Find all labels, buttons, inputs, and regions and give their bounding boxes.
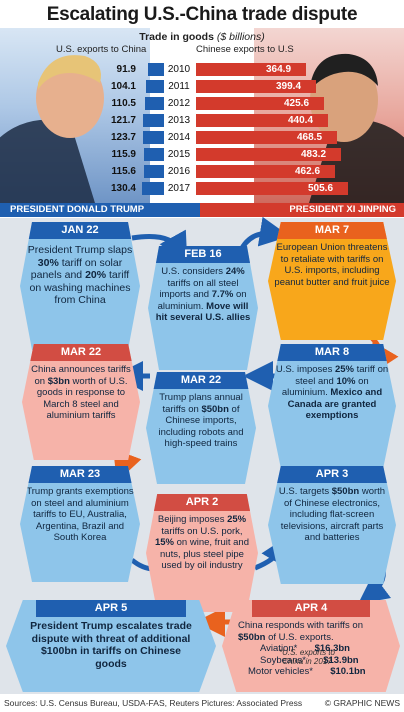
footnote: *U.S. exports to China in 2017 [278,648,336,666]
event-mar-8: MAR 8 U.S. imposes 25% tariff on steel a… [268,344,396,468]
event-mar-22-china: MAR 22 China announces tariffs on $3bn w… [22,344,140,460]
us-export-value: 115.6 [111,166,136,177]
us-export-value: 123.7 [110,132,136,143]
china-export-bar [196,148,341,161]
event-mar-23: MAR 23 Trump grants exemptions on steel … [20,466,140,582]
year-label: 2010 [164,63,194,77]
us-export-value: 115.9 [111,149,136,160]
us-export-bar [144,165,164,178]
aviation-value: $16.3bn [314,643,350,654]
event-apr-3: APR 3 U.S. targets $50bn worth of Chines… [268,466,396,584]
event-date: MAR 22 [146,372,256,389]
page-title: Escalating U.S.-China trade dispute [46,4,358,25]
event-mar-7: MAR 7 European Union threatens to retali… [268,222,396,340]
us-export-value: 130.4 [110,183,136,194]
china-export-bar [196,131,337,144]
us-export-value: 121.7 [110,115,136,126]
trade-row-2016: 115.6 2016 462.6 [0,164,404,180]
china-export-value: 462.6 [295,166,321,177]
event-date: MAR 23 [20,466,140,483]
event-date: MAR 8 [268,344,396,361]
xi-portrait [254,28,404,203]
trade-row-2013: 121.7 2013 440.4 [0,113,404,129]
event-date: JAN 22 [20,222,140,239]
event-date: MAR 22 [22,344,140,361]
sources: Sources: U.S. Census Bureau, USDA-FAS, R… [4,698,303,708]
year-label: 2012 [164,97,194,111]
china-export-bar [196,114,328,127]
event-apr-5: APR 5 President Trump escalates trade di… [6,600,216,692]
year-label: 2014 [164,131,194,145]
china-exports-header: Chinese exports to U.S [196,44,294,55]
china-export-value: 399.4 [276,81,302,92]
china-export-value: 483.2 [301,149,327,160]
aviation-label: Aviation* [260,643,298,654]
china-export-value: 425.6 [284,98,310,109]
trade-row-2017: 130.4 2017 505.6 [0,181,404,197]
china-export-value: 505.6 [308,183,334,194]
us-export-bar [143,114,164,127]
footer: Sources: U.S. Census Bureau, USDA-FAS, R… [0,698,404,712]
us-export-bar [145,97,164,110]
event-date: MAR 7 [268,222,396,239]
motor-vehicles-value: $10.1bn [330,666,366,677]
china-export-bar [196,182,348,195]
year-label: 2017 [164,182,194,196]
us-export-bar [144,148,164,161]
china-export-value: 364.9 [266,64,292,75]
trade-row-2015: 115.9 2015 483.2 [0,147,404,163]
china-export-bar [196,63,306,76]
trade-row-2014: 123.7 2014 468.5 [0,130,404,146]
xi-name-label: PRESIDENT XI JINPING [200,203,404,217]
event-date: FEB 16 [148,246,258,263]
trump-portrait [0,28,150,203]
us-export-bar [143,131,164,144]
event-apr-2: APR 2 Beijing imposes 25% tariffs on U.S… [146,494,258,612]
event-jan-22: JAN 22 President Trump slaps 30% tariff … [20,222,140,350]
trade-row-2011: 104.1 2011 399.4 [0,79,404,95]
china-export-bar [196,80,316,93]
soybeans-value: $13.9bn [323,654,359,666]
china-export-value: 440.4 [288,115,314,126]
us-export-bar [148,63,164,76]
event-date: APR 5 [36,600,186,617]
us-exports-header: U.S. exports to China [56,44,147,55]
us-export-bar [142,182,164,195]
event-date: APR 2 [146,494,258,511]
chart-title: Trade in goods ($ billions) [139,31,265,43]
year-label: 2011 [164,80,194,94]
credit: © GRAPHIC NEWS [324,698,400,708]
china-export-bar [196,97,324,110]
year-label: 2016 [164,165,194,179]
trump-name-label: PRESIDENT DONALD TRUMP [0,203,200,217]
event-feb-16: FEB 16 U.S. considers 24% tariffs on all… [148,246,258,370]
event-date: APR 4 [252,600,370,617]
soybeans-label: Soybeans* [260,654,306,666]
trade-row-2012: 110.5 2012 425.6 [0,96,404,112]
china-export-value: 468.5 [297,132,323,143]
event-apr-4: APR 4 China responds with tariffs on $50… [222,600,400,692]
event-mar-22-trump: MAR 22 Trump plans annual tariffs on $50… [146,372,256,484]
us-export-value: 104.1 [110,81,136,92]
event-date: APR 3 [268,466,396,483]
us-export-value: 91.9 [116,64,136,75]
us-export-value: 110.5 [111,98,136,109]
year-label: 2015 [164,148,194,162]
trade-row-2010: 91.9 2010 364.9 [0,62,404,78]
year-label: 2013 [164,114,194,128]
us-export-bar [146,80,164,93]
china-export-bar [196,165,335,178]
motor-vehicles-label: Motor vehicles* [248,666,313,677]
